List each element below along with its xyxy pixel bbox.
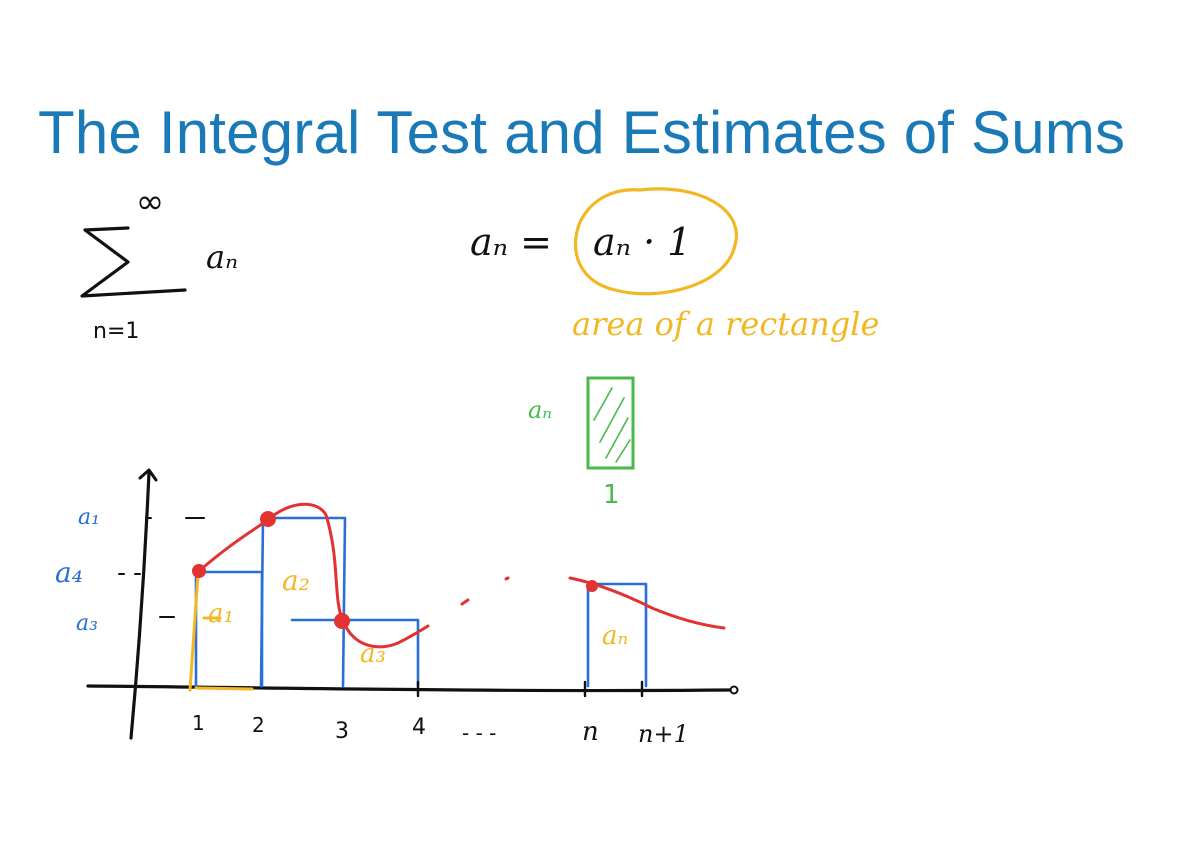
series-notation: ∞ aₙ n=1 <box>80 182 238 344</box>
x-label-3: 3 <box>335 719 349 744</box>
x-label-n-plus-1: n+1 <box>638 720 689 748</box>
hatching-icon <box>593 387 631 463</box>
sample-point-1 <box>192 564 206 578</box>
sample-point-n <box>586 580 598 592</box>
y-label-a3: a₃ <box>76 611 98 636</box>
x-label-ellipsis: - - - <box>462 721 496 745</box>
x-axis-arrow-icon <box>729 685 739 695</box>
y-label-a4: a₄ <box>55 556 83 589</box>
unit-rectangle-outline <box>586 376 635 470</box>
unit-rectangle-height-label: aₙ <box>528 396 552 424</box>
page-title: The Integral Test and Estimates of Sums <box>38 99 1126 166</box>
x-label-4: 4 <box>412 715 426 740</box>
first-rectangle-highlight <box>188 572 254 692</box>
rectangle-3 <box>290 618 420 688</box>
x-axis <box>86 684 732 693</box>
sum-lower-limit: n=1 <box>93 319 139 344</box>
x-ticks <box>416 680 644 698</box>
y-axis <box>129 470 151 740</box>
sample-points <box>192 511 598 629</box>
x-label-n: n <box>582 717 599 747</box>
rectangle-label-a2: a₂ <box>282 564 310 597</box>
sum-upper-limit: ∞ <box>136 182 164 222</box>
sigma-icon <box>80 226 187 298</box>
rectangle-1 <box>194 570 264 688</box>
integral-graph: a₁ a₄ a₃ <box>55 468 739 748</box>
rectangle-label-a1: a₁ <box>208 599 234 629</box>
unit-rectangle: aₙ 1 <box>528 376 635 510</box>
area-identity: aₙ = aₙ · 1 area of a rectangle <box>470 187 879 343</box>
identity-lhs: aₙ = <box>470 220 552 264</box>
sample-point-2 <box>260 511 276 527</box>
highlight-circle-icon <box>573 187 738 296</box>
rectangle-label-an: aₙ <box>602 621 628 651</box>
sum-term: aₙ <box>206 238 238 276</box>
guide-dashes <box>118 517 205 618</box>
riemann-rectangles <box>194 516 648 688</box>
sample-point-3 <box>334 613 350 629</box>
rectangle-2 <box>259 516 347 688</box>
y-label-a1: a₁ <box>78 505 100 530</box>
identity-rhs: aₙ · 1 <box>593 220 691 264</box>
y-axis-arrow-icon <box>138 468 158 482</box>
x-label-1: 1 <box>192 711 205 735</box>
rectangle-n <box>586 582 648 688</box>
x-label-2: 2 <box>252 713 265 737</box>
unit-rectangle-width-label: 1 <box>603 480 620 510</box>
rectangle-area-note: area of a rectangle <box>572 305 879 343</box>
